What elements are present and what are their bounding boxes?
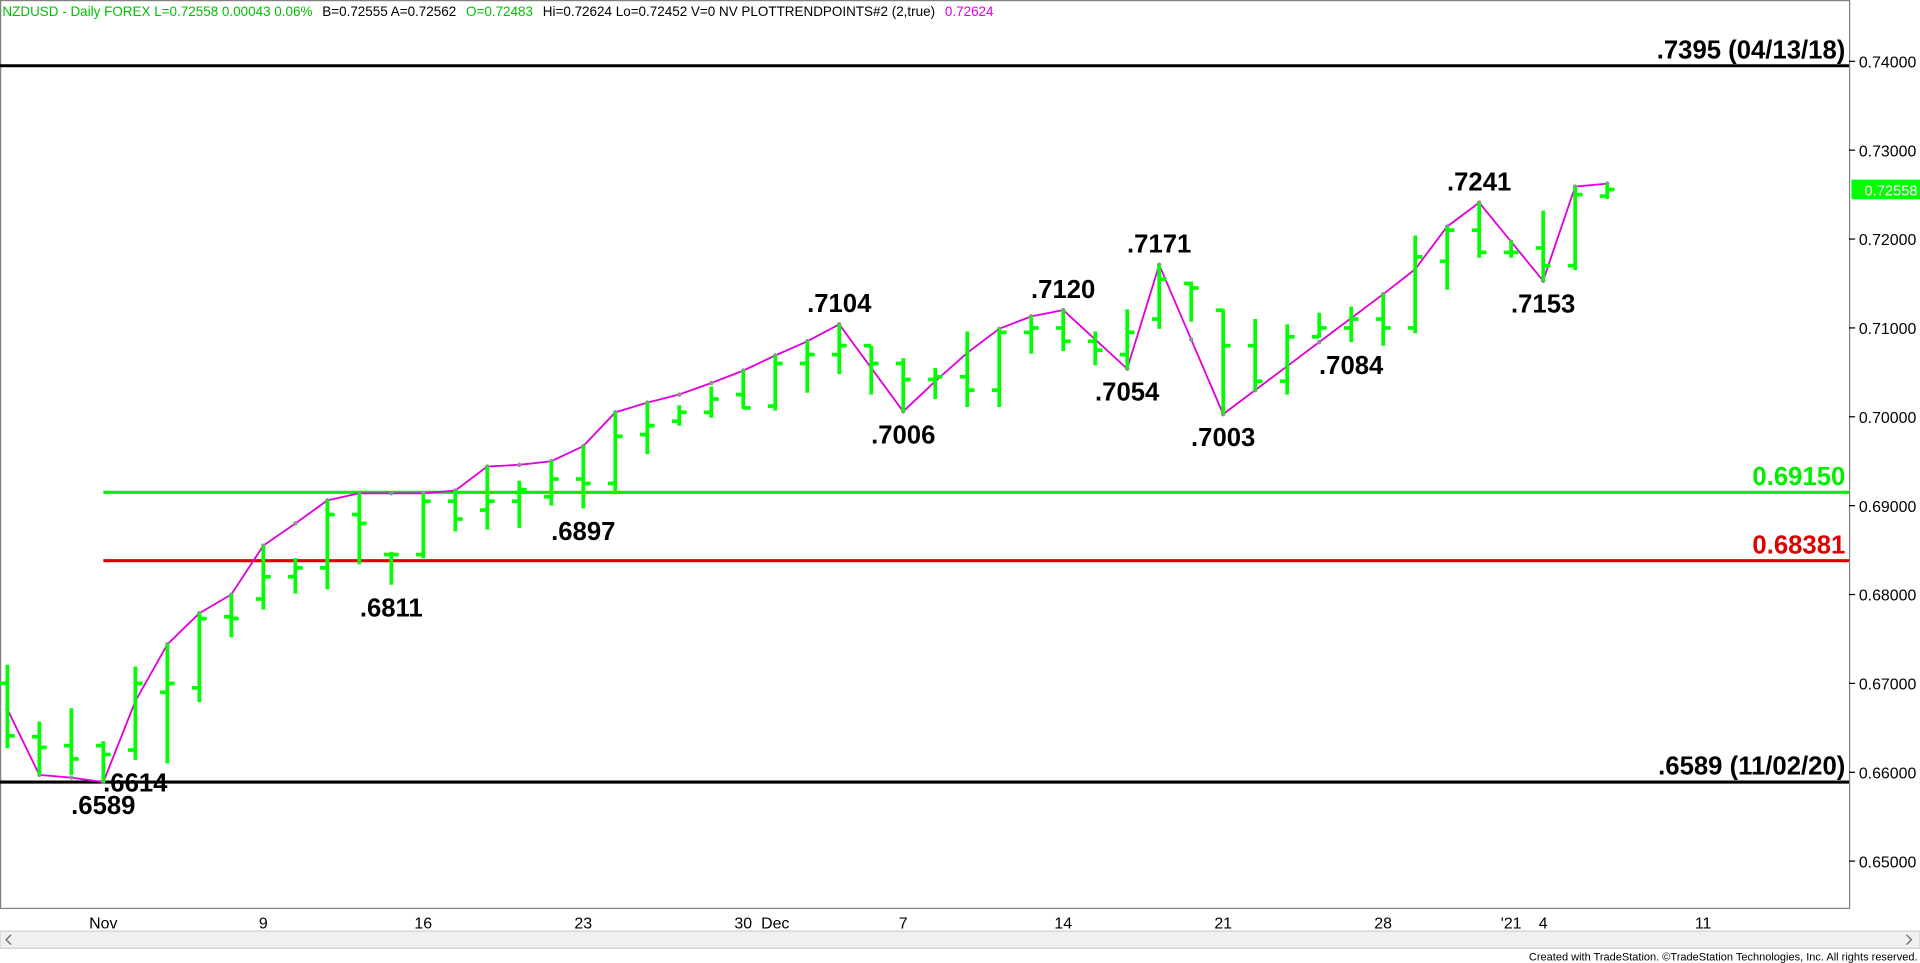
x-tick-label: 4 xyxy=(1539,916,1548,933)
swing-label: .7120 xyxy=(1031,276,1095,304)
x-tick-label: 7 xyxy=(899,916,908,933)
y-tick-label: 0.67000 xyxy=(1859,677,1917,694)
header-item: B=0.72555 A=0.72562 xyxy=(322,4,456,19)
y-tick-label: 0.66000 xyxy=(1859,765,1917,782)
header-item: 0.72624 xyxy=(945,4,994,19)
x-tick-label: 23 xyxy=(574,916,592,933)
scroll-right[interactable] xyxy=(1906,934,1913,946)
swing-label: .7003 xyxy=(1191,424,1255,452)
swing-label: .6897 xyxy=(551,518,615,546)
trend-point xyxy=(69,775,74,780)
price-marker xyxy=(1851,179,1920,200)
swing-label: .7054 xyxy=(1095,379,1160,407)
y-tick-label: 0.71000 xyxy=(1859,321,1917,338)
header-item: Hi=0.72624 Lo=0.72452 V=0 NV PLOTTRENDPO… xyxy=(543,4,935,19)
y-tick-label: 0.69000 xyxy=(1859,499,1917,516)
trend-point xyxy=(389,491,394,496)
level-label: 0.68381 xyxy=(1752,531,1845,559)
x-tick-label: 28 xyxy=(1374,916,1392,933)
scroll-left[interactable] xyxy=(5,934,12,946)
trend-point xyxy=(1188,337,1194,342)
y-tick-label: 0.73000 xyxy=(1859,143,1917,160)
y-tick-label: 0.65000 xyxy=(1859,854,1917,871)
swing-label: .6614 xyxy=(103,770,168,798)
swing-label: .7171 xyxy=(1127,231,1191,259)
plot-frame xyxy=(0,0,1851,910)
swing-label: .7084 xyxy=(1319,352,1384,380)
header-item: NZDUSD - Daily FOREX L=0.72558 0.00043 0… xyxy=(2,4,312,19)
level-label: .7395 (04/13/18) xyxy=(1657,36,1846,64)
y-tick-label: 0.68000 xyxy=(1859,588,1917,605)
price-marker-label: 0.72558 xyxy=(1865,184,1918,200)
x-tick-label: Dec xyxy=(761,916,789,933)
y-tick-label: 0.70000 xyxy=(1859,410,1917,427)
x-tick-label: 9 xyxy=(259,916,268,933)
trend-point xyxy=(709,380,714,386)
header-item: O=0.72483 xyxy=(466,4,533,19)
y-tick-label: 0.74000 xyxy=(1859,54,1917,71)
swing-label: .7241 xyxy=(1447,168,1511,196)
trend-point xyxy=(677,392,682,397)
swing-label: .6811 xyxy=(360,595,423,623)
level-label: .6589 (11/02/20) xyxy=(1658,753,1845,781)
x-tick-label: 16 xyxy=(414,916,432,933)
x-tick-label: '21 xyxy=(1501,916,1522,933)
x-tick-label: Nov xyxy=(89,916,117,933)
swing-label: .6589 xyxy=(71,792,135,820)
header: NZDUSD - Daily FOREX L=0.72558 0.00043 0… xyxy=(2,4,994,19)
y-tick-label: 0.72000 xyxy=(1859,232,1917,249)
x-tick-label: 14 xyxy=(1054,916,1072,933)
scrollbar[interactable] xyxy=(0,930,1920,949)
swing-label: .7153 xyxy=(1511,291,1575,319)
x-tick-label: 30 xyxy=(734,916,752,933)
x-tick-label: 21 xyxy=(1214,916,1232,933)
swing-label: .7104 xyxy=(807,290,872,318)
trend-point xyxy=(293,521,298,526)
x-tick-label: 11 xyxy=(1695,916,1712,933)
trend-point xyxy=(517,462,522,467)
footer: Created with TradeStation. ©TradeStation… xyxy=(1529,952,1918,963)
level-label: 0.69150 xyxy=(1752,463,1845,491)
swing-label: .7006 xyxy=(871,421,935,449)
trend-point xyxy=(1316,339,1322,345)
